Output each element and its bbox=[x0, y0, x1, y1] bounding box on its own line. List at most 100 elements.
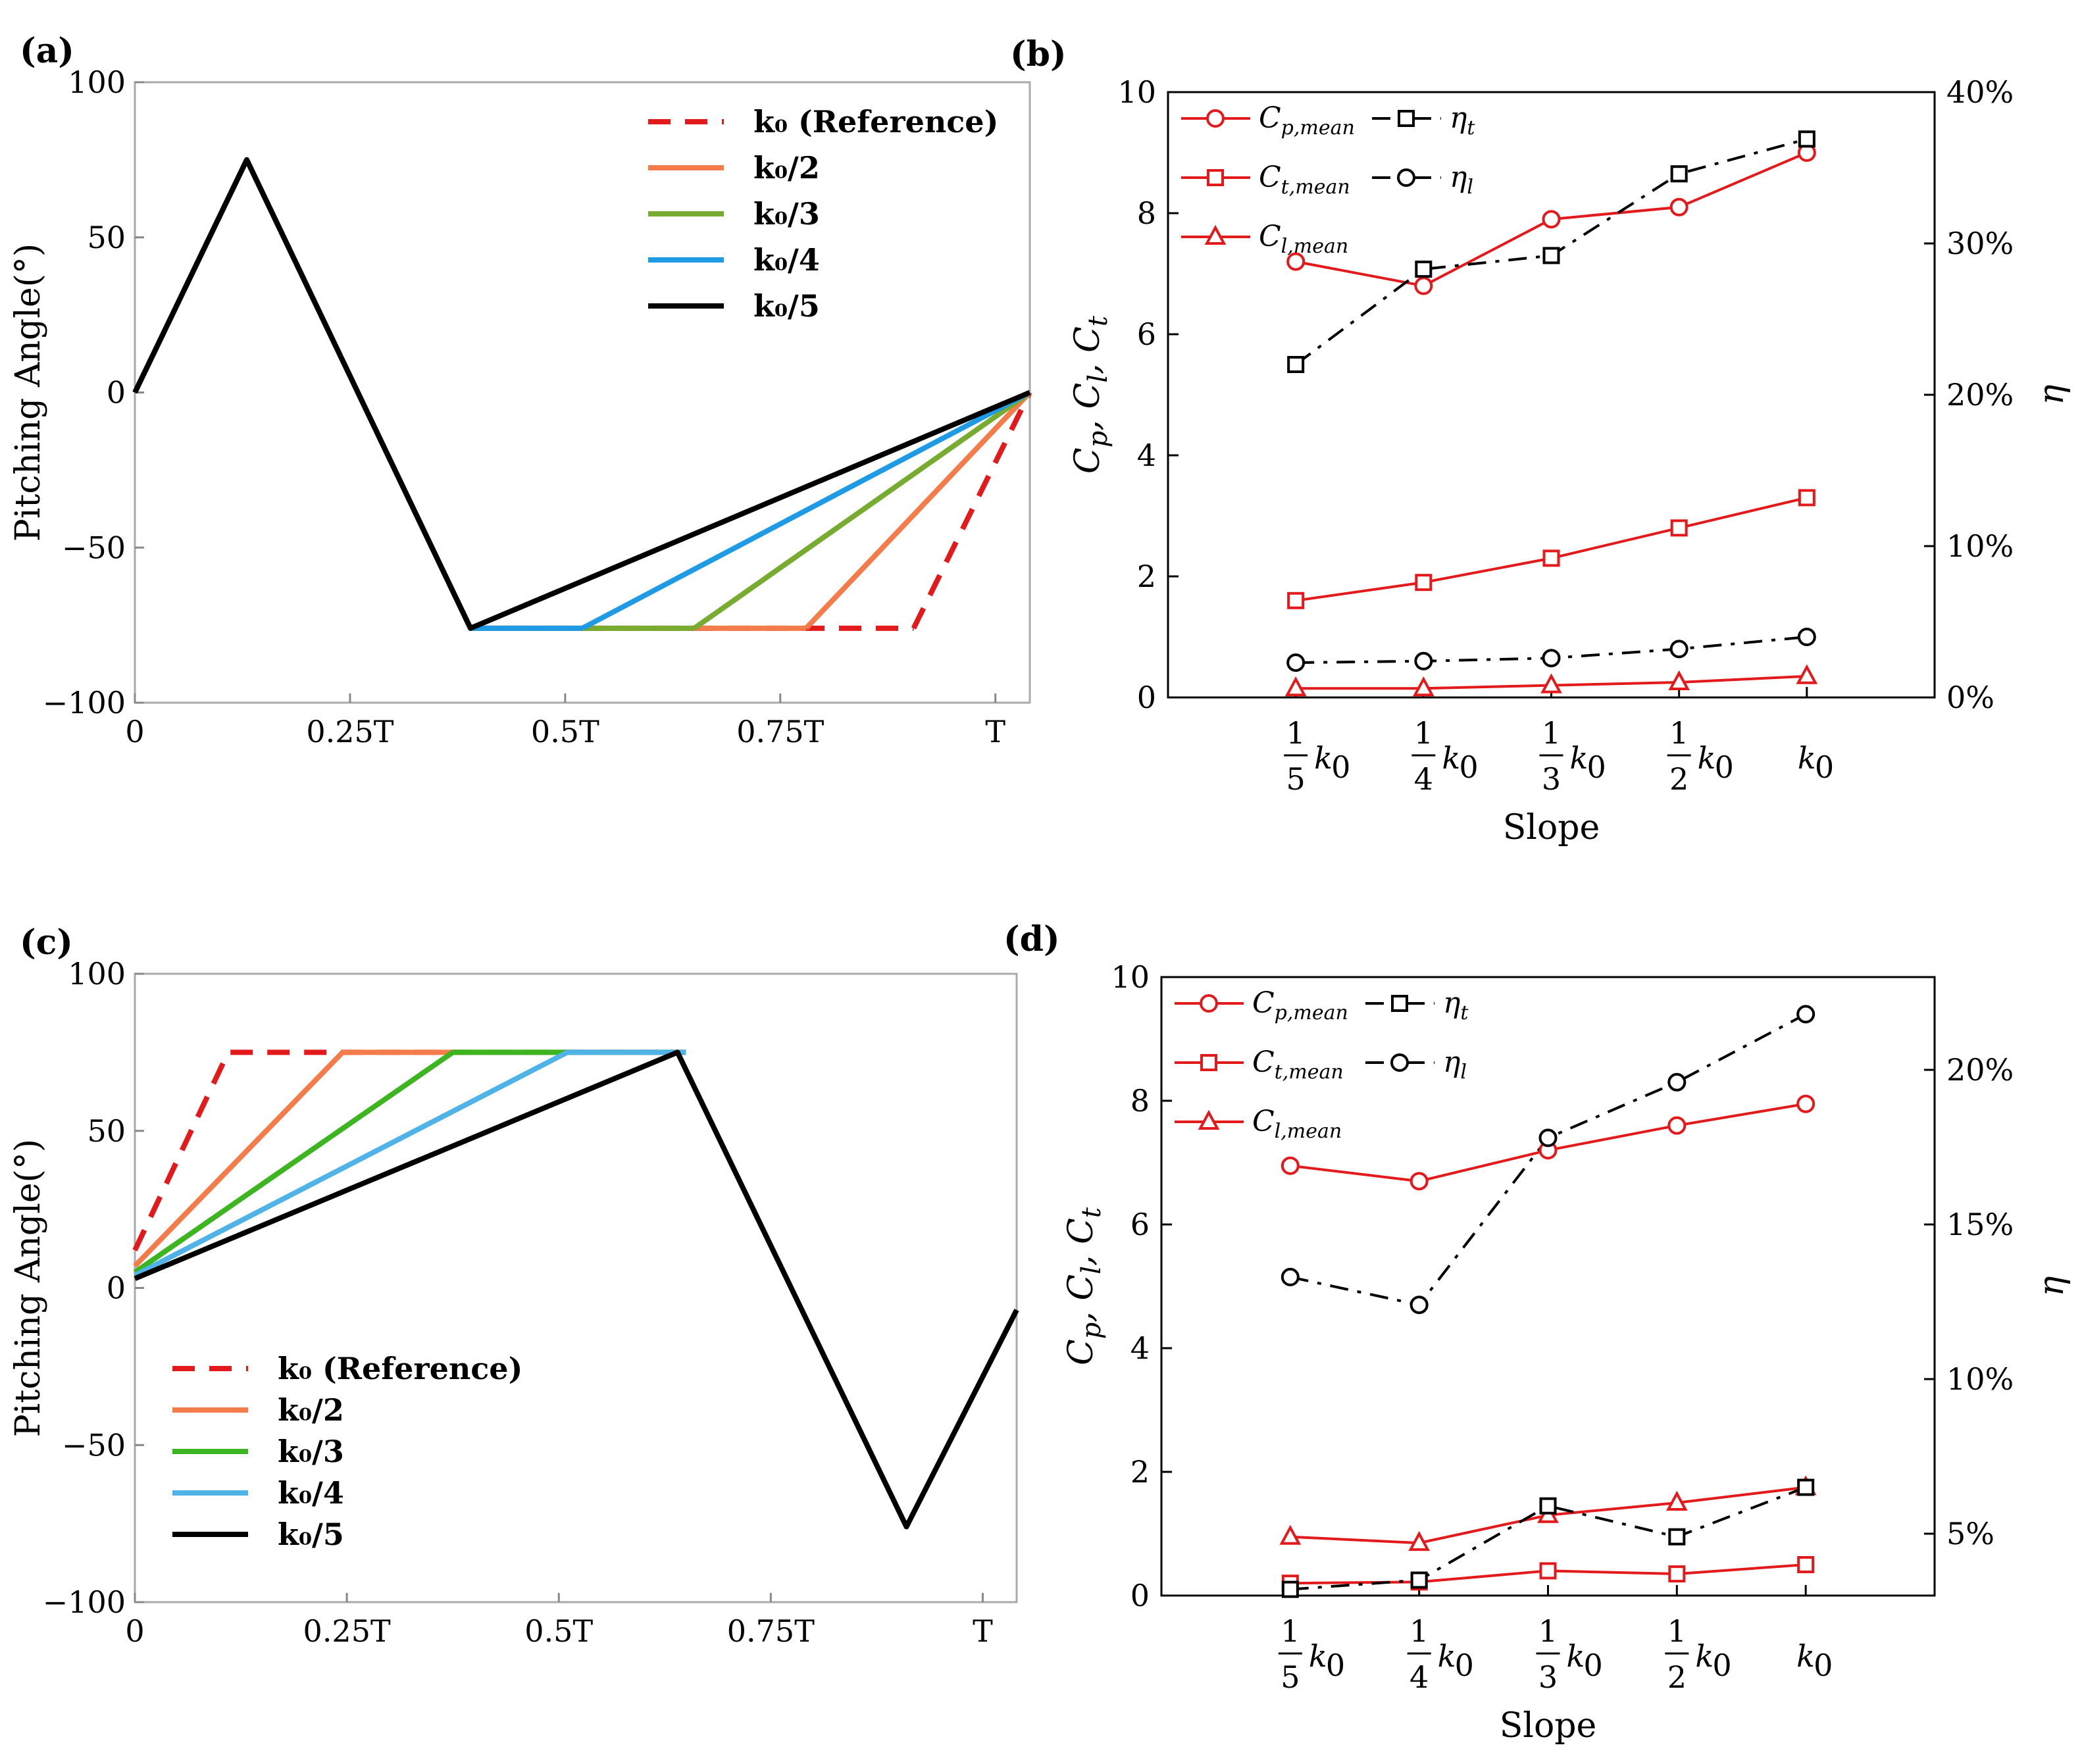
series-line bbox=[1295, 496, 1808, 602]
data-point bbox=[1397, 168, 1415, 187]
y-tick-label: 10 bbox=[1111, 959, 1150, 995]
data-point bbox=[1670, 519, 1688, 537]
data-point bbox=[1287, 592, 1305, 609]
y2-tick-label: 10% bbox=[1946, 528, 2014, 564]
legend-label: k₀/5 bbox=[278, 1517, 344, 1552]
data-point bbox=[1542, 247, 1560, 265]
legend-label: Ct,mean bbox=[1259, 161, 1350, 199]
series-line bbox=[911, 391, 1032, 630]
data-point bbox=[1796, 664, 1818, 684]
k-subscript: 0 bbox=[1815, 749, 1834, 785]
x-tick-label: 0.25T bbox=[303, 1613, 391, 1649]
data-point bbox=[1668, 1565, 1686, 1583]
y-tick-label: 100 bbox=[68, 956, 126, 992]
legend-label: Cp,mean bbox=[1252, 986, 1348, 1024]
series-line bbox=[804, 390, 1032, 630]
data-point bbox=[1198, 1109, 1220, 1130]
k-symbol: k bbox=[1695, 1638, 1714, 1674]
x-tick-label: 0.25T bbox=[306, 714, 394, 749]
x-tick-label: 1 3k0 bbox=[1539, 715, 1606, 797]
k-symbol: k bbox=[1698, 740, 1716, 776]
x-tick-label: 0.75T bbox=[736, 714, 824, 749]
data-point bbox=[1797, 1478, 1815, 1496]
y2-tick-label: 0% bbox=[1946, 680, 1994, 715]
data-point bbox=[1542, 210, 1561, 229]
panel-label: (a) bbox=[20, 31, 74, 71]
y-tick-label: 6 bbox=[1137, 316, 1156, 352]
k-subscript: 0 bbox=[1459, 749, 1478, 785]
data-point bbox=[1539, 1497, 1557, 1515]
x-tick-label: 1 4k0 bbox=[1407, 1613, 1474, 1695]
x-tick-label: T bbox=[973, 1613, 993, 1649]
data-point bbox=[1668, 670, 1690, 690]
data-point bbox=[1286, 653, 1306, 672]
y-tick-label: −100 bbox=[43, 1584, 126, 1620]
x-tick-label: 1 3k0 bbox=[1536, 1613, 1603, 1695]
k-symbol: k bbox=[1309, 1638, 1327, 1674]
data-point bbox=[1409, 1296, 1429, 1315]
k-symbol: k bbox=[1567, 1638, 1585, 1674]
series-line bbox=[132, 157, 1031, 631]
data-point bbox=[1206, 109, 1225, 128]
data-point bbox=[1796, 1005, 1815, 1024]
data-point bbox=[1669, 197, 1688, 216]
legend-label: Ct,mean bbox=[1252, 1046, 1344, 1084]
y2-tick-label: 40% bbox=[1946, 74, 2014, 110]
data-point bbox=[1542, 649, 1561, 668]
y-tick-label: 6 bbox=[1130, 1207, 1150, 1242]
x-tick-label: 0 bbox=[125, 1613, 144, 1649]
fraction-denominator: 4 bbox=[1414, 761, 1433, 797]
y-tick-label: 4 bbox=[1137, 438, 1156, 473]
x-tick-label: 0.5T bbox=[531, 714, 599, 749]
data-point bbox=[1200, 1054, 1217, 1071]
data-point bbox=[1414, 651, 1433, 670]
data-point bbox=[1390, 1053, 1409, 1072]
y2-axis-title: η bbox=[2032, 1276, 2071, 1296]
data-point bbox=[1414, 276, 1433, 295]
x-tick-label: 1 2k0 bbox=[1665, 1613, 1732, 1695]
legend-label: ηl bbox=[1443, 1046, 1467, 1084]
x-tick-label: T bbox=[985, 714, 1005, 749]
fraction-numerator: 1 bbox=[1667, 1613, 1687, 1649]
y-tick-label: −100 bbox=[43, 685, 126, 720]
y-tick-label: 100 bbox=[68, 64, 126, 100]
data-point bbox=[1798, 130, 1815, 148]
fraction-numerator: 1 bbox=[1542, 715, 1561, 751]
y2-tick-label: 10% bbox=[1946, 1361, 2014, 1397]
x-tick-label: 0.75T bbox=[727, 1613, 815, 1649]
y-axis-title: Cp, Cl, Ct bbox=[1061, 1207, 1107, 1365]
data-point bbox=[1391, 995, 1408, 1012]
y-tick-label: 2 bbox=[1137, 559, 1156, 594]
data-point bbox=[1798, 489, 1815, 507]
k-symbol: k bbox=[1796, 1638, 1815, 1674]
k-symbol: k bbox=[1798, 740, 1816, 776]
data-point bbox=[1204, 224, 1227, 245]
fraction-denominator: 2 bbox=[1669, 761, 1688, 797]
data-point bbox=[1281, 1156, 1300, 1175]
data-point bbox=[1539, 1562, 1557, 1580]
plot-frame bbox=[134, 81, 1031, 704]
k-symbol: k bbox=[1442, 740, 1460, 776]
k-subscript: 0 bbox=[1712, 1648, 1731, 1683]
data-point bbox=[1669, 640, 1688, 659]
y-axis-title: Cp, Cl, Ct bbox=[1068, 315, 1113, 474]
data-point bbox=[1542, 549, 1560, 567]
y-axis-title: Pitching Angle(°) bbox=[9, 243, 48, 542]
legend-label: k₀/2 bbox=[278, 1392, 344, 1428]
fraction-numerator: 1 bbox=[1281, 1613, 1300, 1649]
data-point bbox=[1409, 1172, 1429, 1191]
y2-tick-label: 20% bbox=[1946, 1052, 2014, 1088]
fraction-denominator: 3 bbox=[1542, 761, 1561, 797]
fraction-denominator: 5 bbox=[1281, 1659, 1300, 1695]
x-tick-label: 0 bbox=[125, 714, 144, 749]
k-subscript: 0 bbox=[1814, 1648, 1833, 1683]
data-point bbox=[1540, 673, 1562, 693]
legend-label: k₀ (Reference) bbox=[753, 104, 998, 139]
fraction-numerator: 1 bbox=[1538, 1613, 1558, 1649]
data-point bbox=[1281, 1580, 1299, 1598]
y-tick-label: 10 bbox=[1117, 74, 1156, 110]
x-tick-label: k0 bbox=[1796, 1638, 1833, 1683]
